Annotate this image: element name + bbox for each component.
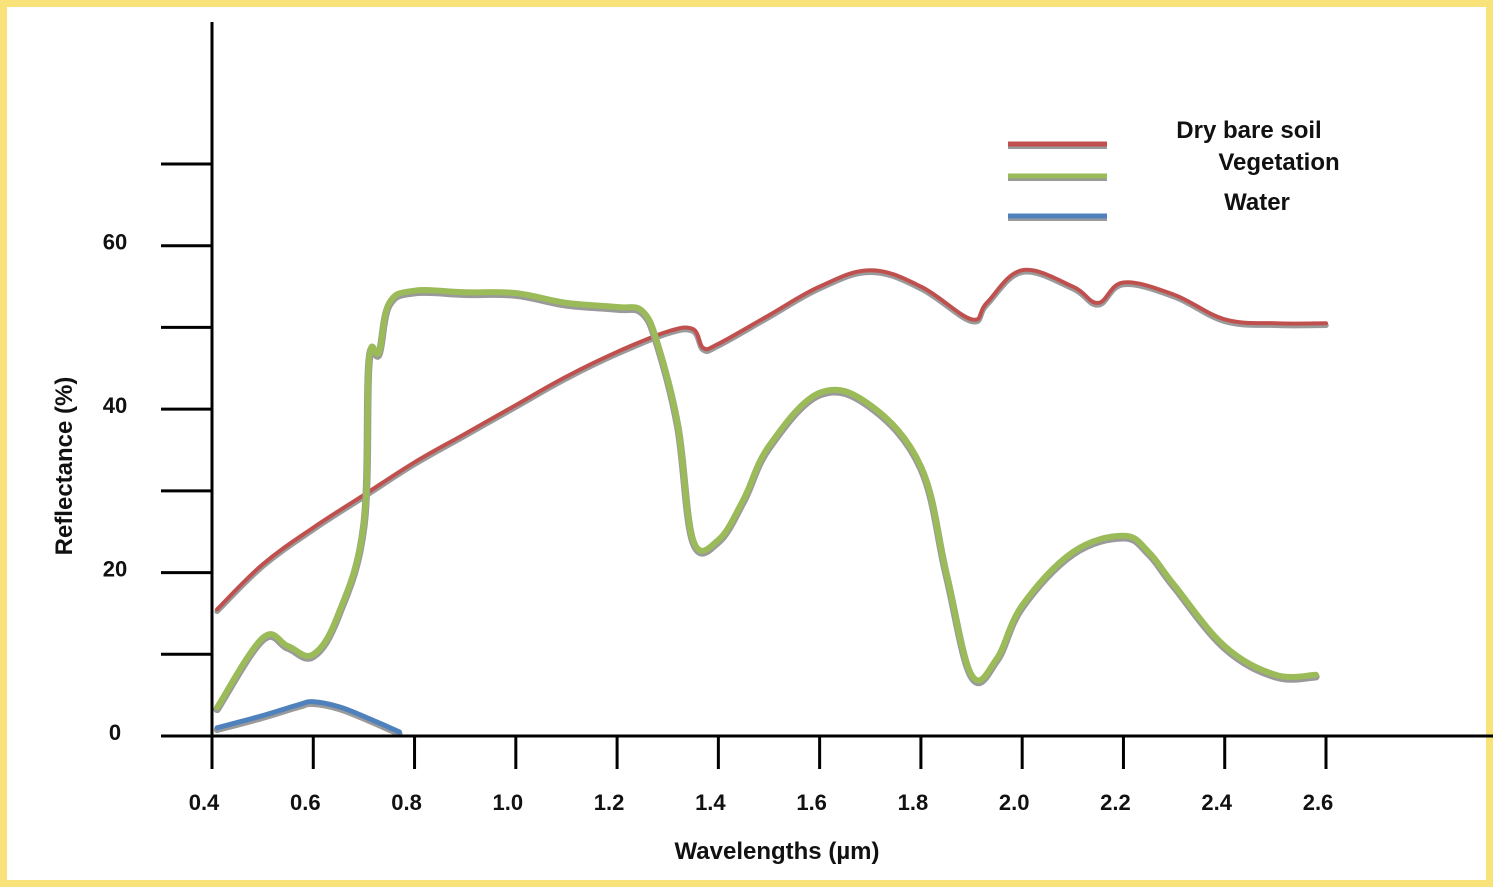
x-tick-label: 1.4	[695, 790, 726, 815]
x-tick-label: 1.2	[594, 790, 625, 815]
x-tick-label: 2.6	[1303, 790, 1334, 815]
y-axis-title: Reflectance (%)	[51, 377, 78, 556]
x-axis-title: Wavelengths (µm)	[675, 838, 880, 865]
x-tick-label: 2.4	[1201, 790, 1232, 815]
legend-label-vegetation: Vegetation	[1218, 149, 1339, 176]
x-tick-label: 2.0	[999, 790, 1030, 815]
y-tick-label: 20	[103, 557, 127, 582]
legend-label-water: Water	[1224, 189, 1290, 216]
x-tick-label: 1.0	[493, 790, 524, 815]
series-layer	[213, 267, 1329, 738]
x-tick-label: 0.4	[189, 790, 220, 815]
series-line-dry-bare-soil	[215, 267, 1328, 612]
y-tick-label: 60	[103, 230, 127, 255]
y-tick-label: 40	[103, 393, 127, 418]
series-line-water	[214, 699, 402, 735]
reflectance-chart: 0 20 40 60 0.4 0.6 0.8 1.0 1.2 1.4 1.6 1.8 2.0 2.2 2.4…	[51, 22, 1493, 865]
series-shadow-vegetation	[213, 288, 1320, 714]
legend-label-dry-bare-soil: Dry bare soil	[1176, 117, 1321, 144]
legend: Dry bare soil Vegetation Water	[1008, 117, 1340, 221]
axes-layer: 0 20 40 60 0.4 0.6 0.8 1.0 1.2 1.4 1.6 1.8 2.0 2.2 2.4…	[103, 22, 1493, 815]
x-tick-label: 1.6	[796, 790, 827, 815]
series-line-vegetation	[214, 287, 1319, 711]
x-tick-label: 0.8	[391, 790, 422, 815]
x-tick-label: 0.6	[290, 790, 321, 815]
x-tick-label: 1.8	[898, 790, 929, 815]
x-tick-label: 2.2	[1100, 790, 1131, 815]
y-tick-label: 0	[109, 720, 121, 745]
